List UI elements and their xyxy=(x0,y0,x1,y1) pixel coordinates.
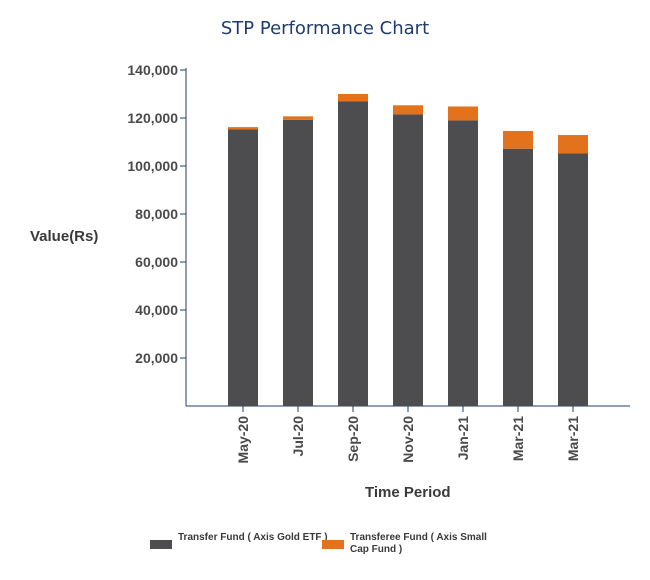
x-tick-label: Mar-21 xyxy=(510,416,526,461)
y-tick-label: 20,000 xyxy=(135,350,178,366)
bar-transferee-fund xyxy=(503,130,533,149)
bar-transferee-fund xyxy=(558,135,588,154)
y-tick-label: 60,000 xyxy=(135,254,178,270)
y-axis-label: Value(Rs) xyxy=(30,228,99,245)
legend-label-transferee-fund: Transferee Fund ( Axis Small Cap Fund ) xyxy=(350,532,487,555)
bar-transfer-fund xyxy=(448,120,478,407)
y-tick-label: 40,000 xyxy=(135,302,178,318)
y-tick-label: 100,000 xyxy=(127,158,178,174)
legend-label-transfer-fund: Transfer Fund ( Axis Gold ETF ) xyxy=(178,532,328,543)
legend-swatch-transfer-fund xyxy=(150,540,172,549)
y-tick-label: 140,000 xyxy=(127,62,178,78)
y-tick-label: 120,000 xyxy=(127,110,178,126)
x-axis-label: Time Period xyxy=(365,484,451,501)
bar-transfer-fund xyxy=(558,153,588,406)
x-tick-label: Jul-20 xyxy=(290,416,306,457)
x-tick-label: Mar-21 xyxy=(565,416,581,461)
bar-transferee-fund xyxy=(448,106,478,121)
x-tick-label: Nov-20 xyxy=(400,416,416,463)
chart-title: STP Performance Chart xyxy=(220,18,430,39)
bar-transferee-fund xyxy=(338,94,368,102)
bar-transfer-fund xyxy=(503,148,533,406)
bar-transferee-fund xyxy=(283,116,313,120)
bar-transferee-fund xyxy=(393,105,423,115)
y-tick-label: 80,000 xyxy=(135,206,178,222)
x-tick-label: Sep-20 xyxy=(345,416,361,462)
bar-transfer-fund xyxy=(228,129,258,406)
legend-swatch-transferee-fund xyxy=(322,540,344,549)
x-tick-label: May-20 xyxy=(235,416,251,464)
bar-transfer-fund xyxy=(283,119,313,407)
bar-transfer-fund xyxy=(393,114,423,407)
legend-item-transferee-fund[interactable]: Transferee Fund ( Axis Small Cap Fund ) xyxy=(322,532,500,556)
bar-transferee-fund xyxy=(228,127,258,130)
x-tick-label: Jan-21 xyxy=(455,416,471,461)
legend-item-transfer-fund[interactable]: Transfer Fund ( Axis Gold ETF ) xyxy=(150,532,328,549)
bar-transfer-fund xyxy=(338,101,368,406)
